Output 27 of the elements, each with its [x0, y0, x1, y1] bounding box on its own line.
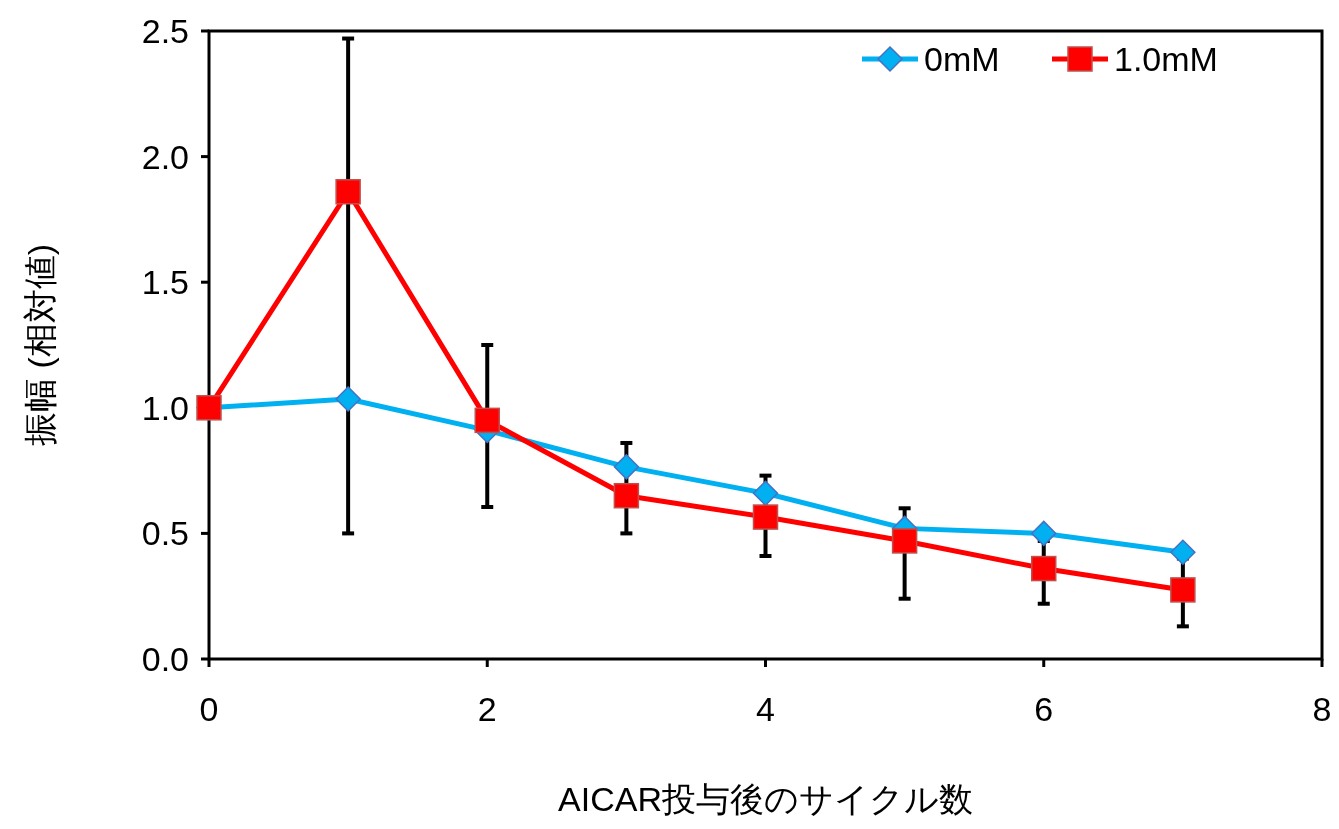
point: [1170, 539, 1196, 565]
x-tick-label: 6: [1034, 690, 1054, 728]
point: [335, 179, 361, 205]
y-tick-label: 0.5: [141, 514, 189, 553]
y-tick-label: 2.5: [141, 11, 189, 50]
point: [1031, 555, 1057, 582]
y-tick-label: 1.5: [141, 263, 189, 302]
x-tick-label: 0: [199, 690, 219, 728]
legend-label: 1.0mM: [1114, 39, 1218, 78]
legend-label: 0mM: [924, 39, 1000, 78]
y-tick-label: 0.0: [141, 639, 189, 678]
x-tick-label: 8: [1312, 690, 1332, 728]
point: [1170, 577, 1196, 603]
point: [613, 482, 640, 509]
point: [474, 407, 500, 434]
x-tick-label: 2: [477, 690, 497, 728]
point: [752, 480, 779, 506]
point: [891, 528, 918, 554]
point: [335, 386, 361, 412]
x-tick-label: 4: [756, 690, 775, 728]
y-axis-title: 振幅 (相対値): [21, 243, 59, 447]
y-tick-label: 1.0: [141, 388, 189, 427]
point: [752, 504, 779, 530]
x-axis-title: AICAR投与後のサイクル数: [558, 780, 973, 818]
point: [1031, 520, 1057, 547]
point: [613, 454, 640, 480]
y-tick-label: 2.0: [141, 137, 189, 176]
